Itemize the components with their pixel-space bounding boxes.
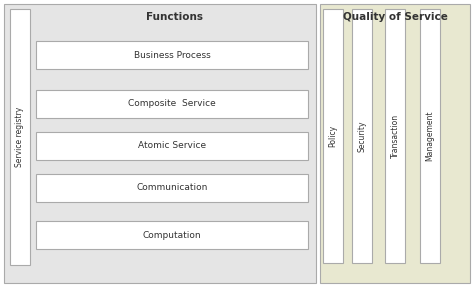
Text: Transaction: Transaction bbox=[391, 114, 400, 158]
Text: Business Process: Business Process bbox=[134, 51, 210, 59]
Text: Computation: Computation bbox=[143, 230, 201, 239]
Text: Composite  Service: Composite Service bbox=[128, 100, 216, 108]
Bar bbox=[36, 132, 308, 160]
Text: Communication: Communication bbox=[137, 183, 208, 193]
Text: Management: Management bbox=[426, 111, 435, 161]
Bar bbox=[385, 9, 405, 263]
Bar bbox=[36, 90, 308, 118]
Bar bbox=[4, 4, 316, 283]
Text: Quality of Service: Quality of Service bbox=[343, 12, 447, 22]
Bar bbox=[420, 9, 440, 263]
Bar bbox=[36, 221, 308, 249]
Text: Policy: Policy bbox=[328, 125, 337, 147]
Text: Security: Security bbox=[357, 120, 366, 152]
Bar bbox=[10, 9, 30, 265]
Text: Atomic Service: Atomic Service bbox=[138, 141, 206, 150]
Bar bbox=[320, 4, 470, 283]
Bar bbox=[36, 174, 308, 202]
Text: Service registry: Service registry bbox=[16, 107, 25, 167]
Bar bbox=[352, 9, 372, 263]
Bar bbox=[36, 41, 308, 69]
Text: Functions: Functions bbox=[146, 12, 203, 22]
Bar bbox=[323, 9, 343, 263]
